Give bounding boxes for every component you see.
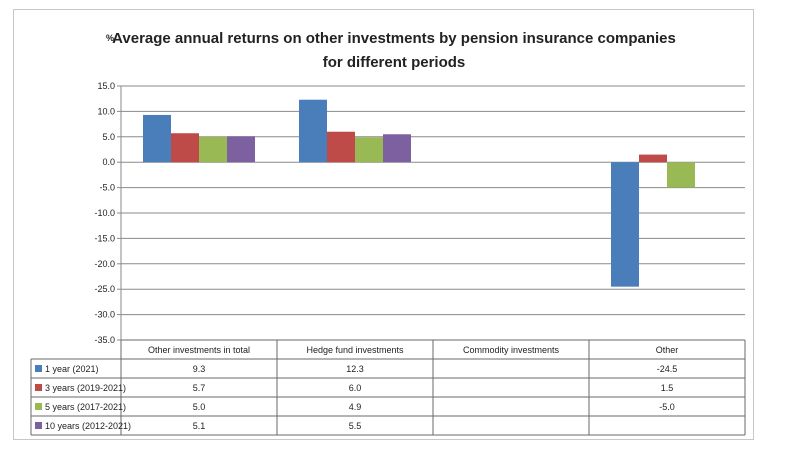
data-label: 4.9 [349, 402, 362, 412]
data-label: -24.5 [657, 364, 678, 374]
unit-label: % [106, 33, 114, 43]
data-table: Other investments in total Hedge fund inv… [30, 339, 746, 436]
y-tick-label: 5.0 [102, 132, 115, 142]
y-axis-ticks: 15.0 10.0 5.0 0.0 -5.0 -10.0 -15.0 -20.0 -25.0 -3… [94, 81, 115, 345]
y-tick-label: 10.0 [97, 106, 115, 116]
data-label: 5.5 [349, 421, 362, 431]
series-name: 1 year (2021) [45, 364, 99, 374]
chart-svg: % Average annual returns on other invest… [30, 30, 746, 436]
bar [171, 133, 199, 163]
data-label: 5.1 [193, 421, 206, 431]
y-tick-label: -5.0 [99, 183, 115, 193]
category-label: Hedge fund investments [306, 345, 404, 355]
chart-title: Average annual returns on other investme… [112, 30, 676, 47]
bar [227, 136, 255, 163]
bar [639, 154, 667, 163]
y-tick-label: -35.0 [94, 335, 115, 345]
data-label: -5.0 [659, 402, 675, 412]
y-tick-label: -10.0 [94, 208, 115, 218]
category-label: Commodity investments [463, 345, 560, 355]
bar [327, 131, 355, 163]
data-label: 1.5 [661, 383, 674, 393]
bar [299, 99, 327, 163]
y-tick-label: 15.0 [97, 81, 115, 91]
series-name: 5 years (2017-2021) [45, 402, 126, 412]
legend-swatch [35, 422, 42, 429]
series-name: 10 years (2012-2021) [45, 421, 131, 431]
bar [355, 137, 383, 163]
y-tick-label: -15.0 [94, 233, 115, 243]
y-tick-label: 0.0 [102, 157, 115, 167]
data-label: 12.3 [346, 364, 364, 374]
data-label: 5.0 [193, 402, 206, 412]
data-label: 6.0 [349, 383, 362, 393]
chart-frame: % Average annual returns on other invest… [13, 9, 754, 440]
grid-layer [117, 85, 745, 341]
data-label: 5.7 [193, 383, 206, 393]
y-tick-label: -30.0 [94, 310, 115, 320]
bar [199, 136, 227, 163]
category-label: Other investments in total [148, 345, 250, 355]
bar [383, 134, 411, 163]
bar-layer [143, 99, 695, 287]
bar [667, 162, 695, 188]
y-tick-label: -20.0 [94, 259, 115, 269]
legend-swatch [35, 365, 42, 372]
legend-swatch [35, 403, 42, 410]
bar [611, 162, 639, 287]
series-name: 3 years (2019-2021) [45, 383, 126, 393]
y-tick-label: -25.0 [94, 284, 115, 294]
data-label: 9.3 [193, 364, 206, 374]
bar [143, 114, 171, 163]
legend-swatch [35, 384, 42, 391]
category-label: Other [656, 345, 679, 355]
chart-title-line2: for different periods [323, 54, 466, 71]
